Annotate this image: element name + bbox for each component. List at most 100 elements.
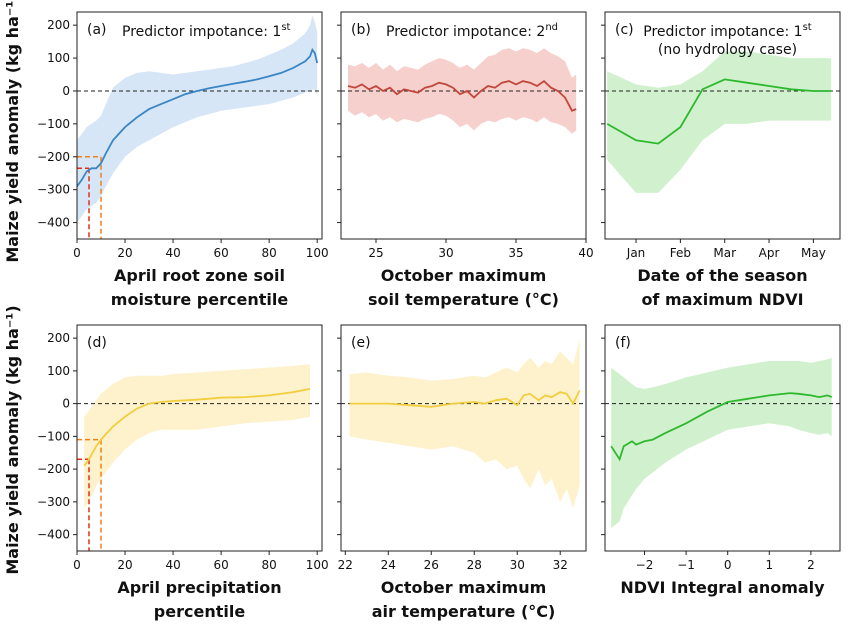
importance-annotation-line2: (no hydrology case) bbox=[658, 42, 797, 58]
y-tick-label: 0 bbox=[62, 84, 70, 98]
x-tick-label: 80 bbox=[262, 558, 277, 572]
confidence-band bbox=[84, 364, 310, 509]
panel-5: −2 −1 0 1 2 NDVI Integral anomaly (f) bbox=[601, 324, 841, 597]
panel-letter: (e) bbox=[351, 335, 371, 351]
x-tick-label: 26 bbox=[424, 558, 439, 572]
importance-annotation: Predictor impotance: 2nd bbox=[386, 22, 558, 40]
confidence-band bbox=[77, 15, 318, 223]
plot-frame bbox=[604, 324, 841, 552]
x-tick-label: 30 bbox=[438, 246, 453, 260]
x-tick-label: 1 bbox=[765, 558, 773, 572]
panel-2: Jan Feb Mar Apr May Date of the season of maxi… bbox=[601, 11, 841, 309]
panel-4: 22 24 26 28 30 32 October maximum air temperatu… bbox=[337, 324, 587, 621]
panel-3: 200 100 0 −100 −200 −300 −400 0 20 40 60 80 100 April… bbox=[37, 324, 329, 621]
series-line bbox=[610, 392, 833, 462]
plot-area bbox=[605, 51, 840, 193]
x-tick-label: 40 bbox=[165, 558, 180, 572]
y-tick-label: 100 bbox=[47, 364, 70, 378]
x-axis-label: April root zone soil bbox=[114, 266, 285, 285]
x-axis-label-line2: moisture percentile bbox=[111, 290, 289, 309]
x-tick-label: 0 bbox=[73, 246, 81, 260]
x-axis-label-line2: percentile bbox=[154, 602, 246, 621]
x-tick-label: 20 bbox=[117, 558, 132, 572]
series-line bbox=[77, 47, 319, 187]
y-axis-label: Maize yield anomaly (kg ha⁻¹) bbox=[3, 0, 22, 263]
y-tick-label: 100 bbox=[47, 51, 70, 65]
x-tick-label: 100 bbox=[306, 558, 329, 572]
panel-letter: (c) bbox=[615, 22, 634, 38]
x-tick-label: 40 bbox=[165, 246, 180, 260]
plot-area bbox=[605, 357, 840, 529]
x-tick-label: 25 bbox=[368, 246, 383, 260]
x-tick-label: 0 bbox=[724, 558, 732, 572]
plot-frame bbox=[76, 11, 323, 240]
y-tick-label: −400 bbox=[37, 528, 70, 542]
x-tick-label: 22 bbox=[338, 558, 353, 572]
plot-frame bbox=[76, 324, 323, 552]
y-axis-label-top: Maize yield anomaly (kg ha⁻¹) bbox=[3, 0, 22, 263]
x-tick-label: May bbox=[801, 246, 826, 260]
series-line bbox=[83, 388, 311, 467]
x-axis-label: October maximum bbox=[381, 266, 547, 285]
panel-0: 200 100 0 −100 −200 −300 −400 0 20 40 60 80 100 April… bbox=[37, 11, 329, 309]
x-tick-label: 32 bbox=[553, 558, 568, 572]
x-tick-label: 40 bbox=[578, 246, 593, 260]
x-tick-label: Mar bbox=[713, 246, 736, 260]
confidence-band bbox=[607, 51, 832, 193]
y-tick-label: −400 bbox=[37, 216, 70, 230]
y-tick-label: −200 bbox=[37, 462, 70, 476]
plot-area bbox=[341, 339, 586, 509]
y-axis-label-2: Maize yield anomaly (kg ha⁻¹) bbox=[3, 305, 22, 574]
series-line bbox=[347, 79, 577, 112]
panel-letter: (a) bbox=[87, 22, 107, 38]
x-tick-label: 35 bbox=[508, 246, 523, 260]
x-axis-label-line2: air temperature (°C) bbox=[372, 602, 556, 621]
y-tick-label: 200 bbox=[47, 18, 70, 32]
importance-annotation: Predictor impotance: 1st bbox=[122, 22, 291, 40]
y-tick-label: 200 bbox=[47, 331, 70, 345]
x-tick-label: 28 bbox=[467, 558, 482, 572]
x-tick-label: 20 bbox=[117, 246, 132, 260]
y-tick-label: −300 bbox=[37, 495, 70, 509]
importance-annotation-sup: st bbox=[803, 22, 812, 33]
x-tick-label: 2 bbox=[807, 558, 815, 572]
y-tick-label: −100 bbox=[37, 117, 70, 131]
x-tick-label: Apr bbox=[759, 246, 780, 260]
x-tick-label: 100 bbox=[306, 246, 329, 260]
x-tick-label: −2 bbox=[636, 558, 654, 572]
panel-letter: (b) bbox=[351, 22, 371, 38]
importance-annotation-sup: nd bbox=[545, 22, 558, 33]
confidence-band bbox=[611, 357, 832, 529]
plot-frame bbox=[340, 324, 587, 552]
plot-area bbox=[77, 364, 322, 551]
x-tick-label: 80 bbox=[262, 246, 277, 260]
x-axis-label: NDVI Integral anomaly bbox=[620, 578, 825, 597]
plot-frame bbox=[340, 11, 587, 240]
panel-letter: (d) bbox=[87, 335, 107, 351]
panel-letter: (f) bbox=[615, 335, 631, 351]
x-tick-label: 24 bbox=[381, 558, 396, 572]
y-tick-label: −100 bbox=[37, 429, 70, 443]
x-tick-label: Feb bbox=[670, 246, 691, 260]
panel-1: 25 30 35 40 October maximum soil temperature … bbox=[337, 11, 594, 309]
plot-frame bbox=[604, 11, 841, 240]
series-line bbox=[606, 78, 832, 145]
x-axis-label-line2: soil temperature (°C) bbox=[368, 290, 559, 309]
x-axis-label: April precipitation bbox=[117, 578, 281, 597]
y-tick-label: 0 bbox=[62, 397, 70, 411]
x-axis-label: October maximum bbox=[381, 578, 547, 597]
plot-area bbox=[341, 48, 586, 134]
x-tick-label: 30 bbox=[510, 558, 525, 572]
x-tick-label: 0 bbox=[73, 558, 81, 572]
x-tick-label: 60 bbox=[213, 246, 228, 260]
importance-annotation-sup: st bbox=[281, 22, 290, 33]
confidence-band bbox=[349, 339, 580, 509]
x-tick-label: 60 bbox=[213, 558, 228, 572]
plot-area bbox=[77, 15, 322, 239]
y-axis-label-bottom: Maize yield anomaly (kg ha⁻¹) bbox=[3, 305, 22, 574]
series-line bbox=[349, 390, 581, 408]
x-axis-label-line2: of maximum NDVI bbox=[641, 290, 803, 309]
x-axis-label: Date of the season bbox=[637, 266, 807, 285]
